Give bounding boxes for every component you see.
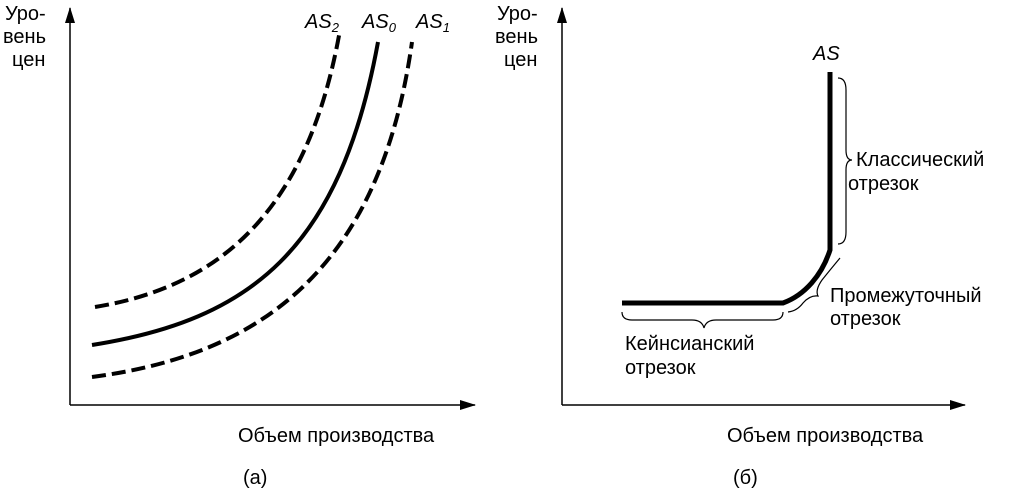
y-label: цен [504,49,537,71]
x-label: Объем производства [238,425,435,447]
segment-label: Кейнсианский [625,333,754,355]
label: AS [415,11,443,33]
curve-label: AS1 [415,11,450,35]
subscript: 2 [331,20,340,35]
segment-label: отрезок [830,308,901,330]
x-label: Объем производства [727,425,924,447]
panel-b: Уро- вень цен Объем производства AS Клас… [495,3,984,489]
label: AS [361,11,389,33]
brace [787,257,841,313]
segment-label: отрезок [625,357,696,379]
segment-label: отрезок [848,173,919,195]
y-label: вень [3,26,46,48]
subscript: 1 [443,20,450,35]
caption: (б) [733,467,758,489]
y-label: цен [12,49,45,71]
curve-label: AS2 [304,11,340,35]
as-curve [622,72,833,306]
curve-label: AS0 [361,11,397,35]
curve-as1 [91,41,414,379]
curve-as0 [91,41,380,347]
y-label: вень [495,26,538,48]
segment-label: Промежуточный [830,285,982,307]
y-label: Уро- [497,3,538,25]
brace [621,311,784,329]
curve-as2 [94,29,342,309]
brace [837,77,853,245]
curve-label: AS [812,43,840,65]
panel-a: Уро- вень цен Объем производства AS2 AS0… [3,3,476,489]
caption: (а) [243,467,267,489]
y-label: Уро- [5,3,46,25]
label: AS [304,11,332,33]
subscript: 0 [389,20,397,35]
segment-label: Классический [856,149,984,171]
